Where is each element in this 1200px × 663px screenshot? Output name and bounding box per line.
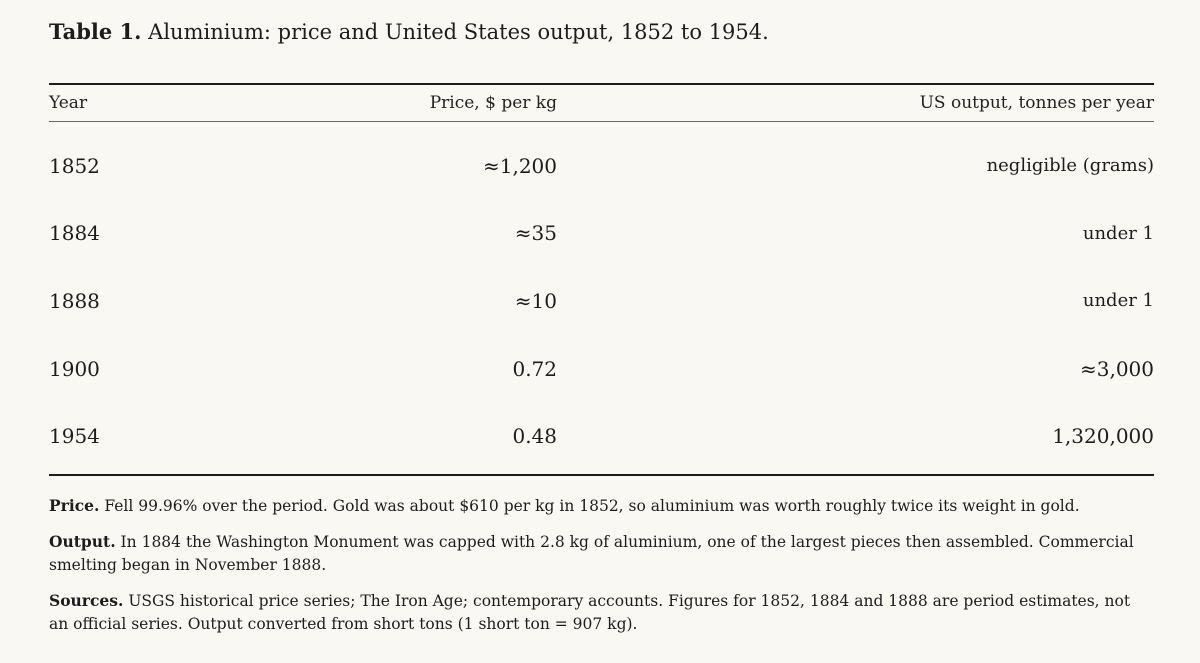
header-year: Year bbox=[49, 84, 249, 122]
cell-output: ≈3,000 bbox=[1079, 356, 1154, 381]
table-row: 1884 ≈35 under 1 bbox=[49, 200, 1154, 268]
note-price: Price. Fell 99.96% over the period. Gold… bbox=[49, 494, 1154, 519]
header-output: US output, tonnes per year bbox=[557, 84, 1154, 122]
note-sources: Sources. USGS historical price series; T… bbox=[49, 589, 1154, 637]
cell-output: negligible (grams) bbox=[986, 155, 1154, 177]
cell-output: under 1 bbox=[1082, 290, 1154, 312]
cell-year: 1888 bbox=[49, 288, 100, 313]
header-row: Year Price, $ per kg US output, tonnes p… bbox=[49, 84, 1154, 122]
table-row: 1852 ≈1,200 negligible (grams) bbox=[49, 122, 1154, 200]
note-label: Output. bbox=[49, 531, 116, 551]
header-price: Price, $ per kg bbox=[249, 84, 557, 122]
note-label: Price. bbox=[49, 496, 100, 515]
caption-text: Aluminium: price and United States outpu… bbox=[148, 20, 769, 44]
table-row: 1900 0.72 ≈3,000 bbox=[49, 335, 1154, 403]
note-text: In 1884 the Washington Monument was capp… bbox=[49, 532, 1134, 575]
data-table: Year Price, $ per kg US output, tonnes p… bbox=[49, 83, 1154, 476]
cell-year: 1954 bbox=[49, 424, 100, 449]
cell-price: 0.48 bbox=[512, 424, 557, 449]
cell-price: ≈35 bbox=[514, 221, 557, 246]
note-output: Output. In 1884 the Washington Monument … bbox=[49, 530, 1154, 578]
cell-year: 1852 bbox=[49, 153, 100, 178]
note-text: Fell 99.96% over the period. Gold was ab… bbox=[104, 497, 1080, 515]
cell-price: ≈10 bbox=[514, 288, 557, 313]
cell-output: 1,320,000 bbox=[1052, 424, 1154, 449]
cell-price: 0.72 bbox=[512, 356, 557, 381]
table-caption: Table 1. Aluminium: price and United Sta… bbox=[49, 18, 769, 46]
note-text: USGS historical price series; The Iron A… bbox=[49, 591, 1131, 634]
table-row: 1888 ≈10 under 1 bbox=[49, 267, 1154, 335]
caption-label: Table 1. bbox=[49, 19, 142, 44]
cell-output: under 1 bbox=[1082, 222, 1154, 244]
table-row: 1954 0.48 1,320,000 bbox=[49, 402, 1154, 475]
cell-year: 1900 bbox=[49, 356, 100, 381]
cell-year: 1884 bbox=[49, 221, 100, 246]
table-notes: Price. Fell 99.96% over the period. Gold… bbox=[49, 494, 1154, 648]
note-label: Sources. bbox=[49, 590, 124, 610]
cell-price: ≈1,200 bbox=[482, 153, 557, 178]
